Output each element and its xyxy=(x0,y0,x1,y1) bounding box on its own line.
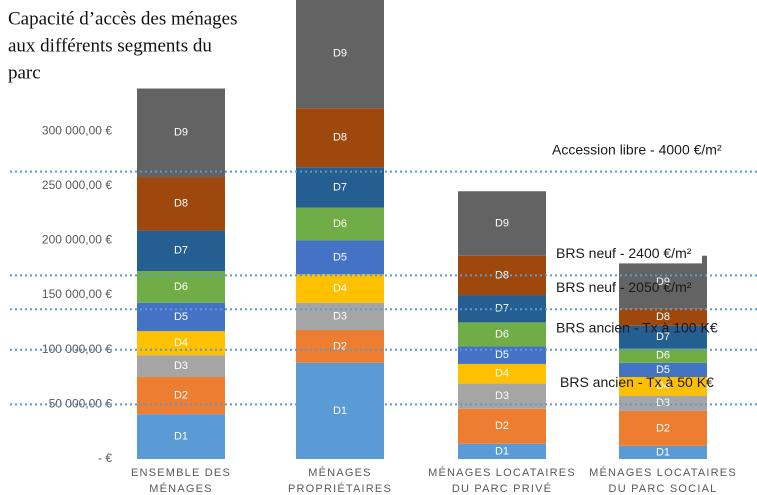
segment-label: D5 xyxy=(333,251,347,263)
segment-label: D3 xyxy=(333,310,347,322)
segment-label: D1 xyxy=(333,405,347,417)
bar-segment xyxy=(619,308,707,326)
bar-segment xyxy=(296,302,384,331)
bar-segment xyxy=(619,410,707,446)
segment-label: D2 xyxy=(495,420,509,432)
segment-label: D7 xyxy=(333,181,347,193)
segment-label: D2 xyxy=(174,390,188,402)
segment-label: D9 xyxy=(495,217,509,229)
bar-segment xyxy=(137,377,225,415)
bar-segment xyxy=(137,414,225,459)
y-tick-label: - € xyxy=(98,451,112,465)
bar-segment xyxy=(458,191,546,256)
y-tick-label: 250 000,00 € xyxy=(42,178,112,192)
x-tick-label: DU PARC SOCIAL xyxy=(609,483,718,495)
bar-segment xyxy=(458,443,546,459)
segment-label: D8 xyxy=(174,198,188,210)
x-tick-label: DU PARC PRIVÉ xyxy=(452,482,552,495)
annotation-label: BRS ancien - Tx à 50 K€ xyxy=(560,374,714,390)
bar-segment xyxy=(458,408,546,444)
x-tick-label: MÉNAGES LOCATAIRES xyxy=(589,466,737,479)
bar-segment xyxy=(619,255,707,309)
bar-segment xyxy=(619,325,707,349)
segment-label: D1 xyxy=(174,431,188,443)
bar-segment xyxy=(296,330,384,363)
segment-label: D1 xyxy=(495,445,509,457)
annotation-label: BRS neuf - 2400 €/m² xyxy=(556,245,692,261)
bar-segment xyxy=(619,348,707,363)
segment-label: D4 xyxy=(333,282,347,294)
x-tick-label: MÉNAGES xyxy=(149,482,212,495)
y-tick-label: 150 000,00 € xyxy=(42,287,112,301)
segment-label: D3 xyxy=(656,397,670,409)
y-tick-label: 300 000,00 € xyxy=(42,123,112,137)
annotation-label: Accession libre - 4000 €/m² xyxy=(552,141,722,157)
segment-label: D7 xyxy=(174,245,188,257)
bar-segment xyxy=(296,274,384,303)
bar-segment xyxy=(458,363,546,384)
segment-label: D4 xyxy=(174,337,188,349)
bar-segment xyxy=(137,355,225,378)
x-tick-label: PROPRIÉTAIRES xyxy=(288,482,392,495)
segment-label: D3 xyxy=(495,390,509,402)
segment-label: D7 xyxy=(656,331,670,343)
x-tick-label: MÉNAGES LOCATAIRES xyxy=(428,466,576,479)
bar-segment xyxy=(296,240,384,275)
y-tick-label: 200 000,00 € xyxy=(42,233,112,247)
segment-label: D3 xyxy=(174,360,188,372)
bar-segment xyxy=(296,207,384,241)
bar-segment xyxy=(137,177,225,231)
segment-label: D9 xyxy=(174,127,188,139)
segment-label: D9 xyxy=(656,276,670,288)
bar-segment xyxy=(619,362,707,378)
bar-segment xyxy=(137,88,225,178)
segment-label: D6 xyxy=(656,350,670,362)
bar-segment xyxy=(137,230,225,272)
segment-label: D8 xyxy=(656,311,670,323)
chart-title: parc xyxy=(8,62,41,83)
segment-label: D5 xyxy=(495,349,509,361)
segment-label: D5 xyxy=(174,311,188,323)
segment-label: D8 xyxy=(333,132,347,144)
label-background xyxy=(552,241,702,264)
chart-title: aux différents segments du xyxy=(8,35,212,56)
bar-segment xyxy=(296,108,384,168)
segment-label: D4 xyxy=(495,368,509,380)
bar-segment xyxy=(296,0,384,109)
segment-label: D6 xyxy=(174,281,188,293)
bar-segment xyxy=(619,377,707,396)
x-tick-label: ENSEMBLE DES xyxy=(131,467,231,479)
bar-segment xyxy=(458,322,546,347)
segment-label: D2 xyxy=(656,422,670,434)
x-tick-label: MÉNAGES xyxy=(308,466,371,479)
segment-label: D5 xyxy=(656,364,670,376)
bar-segment xyxy=(137,302,225,332)
y-tick-label: 100 000,00 € xyxy=(42,342,112,356)
bar-segment xyxy=(619,445,707,459)
bar-segment xyxy=(619,395,707,411)
bar-segment xyxy=(296,362,384,459)
segment-label: D6 xyxy=(495,328,509,340)
annotation-label: BRS neuf - 2050 €/m² xyxy=(556,279,692,295)
segment-label: D9 xyxy=(333,47,347,59)
bar-segment xyxy=(458,346,546,364)
annotation-label: BRS ancien - Tx à 100 K€ xyxy=(556,319,718,335)
bar-segment xyxy=(137,331,225,356)
bar-segment xyxy=(296,167,384,208)
segment-label: D6 xyxy=(333,218,347,230)
segment-label: D4 xyxy=(656,380,670,392)
chart-title: Capacité d’accès des ménages xyxy=(8,8,237,29)
segment-label: D1 xyxy=(656,446,670,458)
